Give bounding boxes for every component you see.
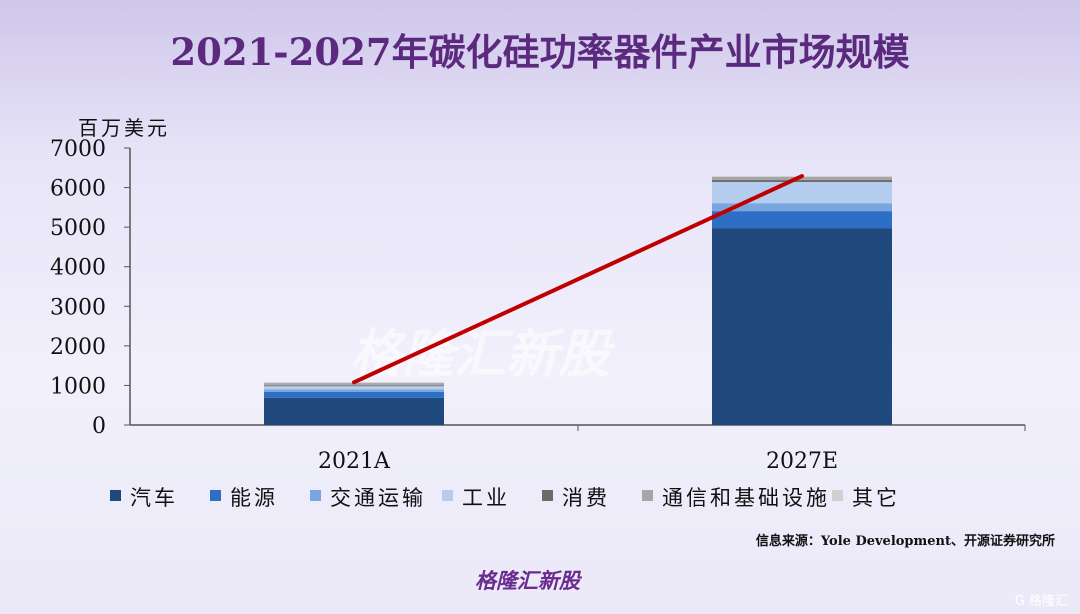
y-tick-label: 4000 — [50, 256, 106, 281]
legend-label: 工业 — [462, 486, 510, 510]
watermark: 格隆汇新股 — [350, 325, 611, 385]
bar-能源 — [712, 211, 892, 229]
legend-swatch — [832, 490, 843, 501]
y-tick-label: 6000 — [50, 177, 106, 202]
chart-title: 2021-2027年碳化硅功率器件产业市场规模 — [170, 30, 910, 74]
legend-label: 通信和基础设施 — [662, 486, 830, 510]
y-tick-label: 0 — [92, 414, 106, 439]
y-tick-label: 7000 — [50, 137, 106, 162]
legend-label: 能源 — [230, 486, 278, 510]
bar-工业 — [264, 386, 444, 390]
legend-label: 消费 — [562, 486, 610, 510]
legend-label: 汽车 — [130, 486, 178, 510]
bar-能源 — [264, 391, 444, 398]
bar-消费 — [264, 385, 444, 387]
bar-消费 — [712, 180, 892, 183]
legend-swatch — [642, 490, 653, 501]
legend-swatch — [442, 490, 453, 501]
y-tick-label: 1000 — [50, 374, 106, 399]
x-tick-label: 2027E — [766, 449, 838, 474]
bar-汽车 — [264, 397, 444, 425]
trend-line — [352, 174, 804, 385]
legend-swatch — [210, 490, 221, 501]
source-note: 信息来源：Yole Development、开源证券研究所 — [755, 534, 1055, 549]
legend-label: 交通运输 — [330, 486, 426, 510]
bar-通信和基础设施 — [712, 176, 892, 181]
legend-label: 其它 — [852, 486, 900, 510]
bar-交通运输 — [712, 203, 892, 212]
legend-swatch — [110, 490, 121, 501]
x-tick-label: 2021A — [318, 449, 391, 474]
y-tick-label: 2000 — [50, 335, 106, 360]
legend-swatch — [542, 490, 553, 501]
legend-swatch — [310, 490, 321, 501]
corner-logo: G 格隆汇 — [1014, 594, 1068, 609]
y-axis-label: 百万美元 — [78, 116, 170, 140]
bar-交通运输 — [264, 389, 444, 392]
y-tick-label: 5000 — [50, 216, 106, 241]
bar-汽车 — [712, 228, 892, 425]
bar-工业 — [712, 182, 892, 204]
logo: 格隆汇新股 — [475, 569, 580, 593]
y-tick-label: 3000 — [50, 295, 106, 320]
